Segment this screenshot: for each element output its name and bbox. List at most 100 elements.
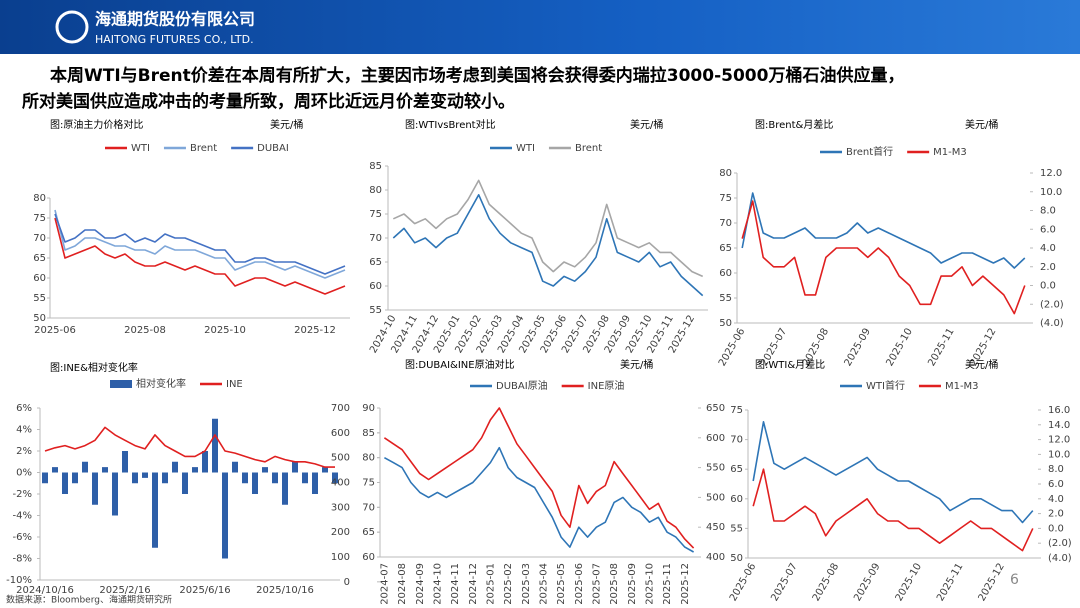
- series-line: [752, 421, 1034, 524]
- chart-title: 图:WTI&月差比: [755, 358, 825, 371]
- bar: [202, 451, 208, 473]
- legend-label: DUBAI原油: [496, 379, 548, 392]
- x-tick-label: 2025-05: [556, 563, 567, 605]
- logo: [55, 10, 89, 44]
- y-tick-label: 80: [719, 168, 732, 179]
- y-tick-label: 65: [362, 527, 375, 538]
- y-tick-label: 70: [719, 218, 732, 229]
- y-tick-label: (2.0): [1048, 538, 1072, 549]
- y-tick-label: 55: [730, 523, 743, 534]
- series-line: [392, 194, 704, 297]
- legend-label: WTI首行: [866, 379, 905, 392]
- y-tick-label: 65: [719, 243, 732, 254]
- x-tick-label: 2024-07: [379, 563, 390, 605]
- y-tick-label: 600: [706, 433, 725, 444]
- bar: [122, 451, 128, 473]
- bar: [162, 472, 168, 484]
- bar: [42, 472, 48, 484]
- bar: [242, 472, 248, 484]
- y-tick-label: 4.0: [1040, 243, 1056, 254]
- y-tick-label: 2.0: [1048, 509, 1064, 520]
- bar: [332, 472, 338, 484]
- bar: [102, 467, 108, 473]
- paragraph-line: 本周WTI与Brent价差在本周有所扩大，主要因市场考虑到美国将会获得委内瑞拉3…: [50, 65, 904, 86]
- y-tick-label: 500: [331, 453, 350, 464]
- bar: [262, 467, 268, 473]
- unit-label: 美元/桶: [620, 358, 653, 371]
- y-tick-label: 2.0: [1040, 262, 1056, 273]
- bar: [72, 472, 78, 484]
- x-tick-label: 2025-08: [609, 563, 620, 605]
- y-tick-label: 60: [719, 268, 732, 279]
- y-tick-label: 85: [369, 161, 382, 172]
- x-tick-label: 2025-10: [884, 327, 914, 369]
- x-tick-label: 2025-02: [503, 563, 514, 605]
- chart-title: 图:原油主力价格对比: [50, 118, 143, 131]
- bar: [312, 472, 318, 494]
- bar: [222, 472, 228, 559]
- y-tick-label: -2%: [13, 489, 32, 500]
- y-tick-label: 65: [33, 253, 46, 264]
- series-line: [44, 426, 335, 468]
- page-number: 6: [1010, 572, 1019, 588]
- series-line: [384, 446, 694, 553]
- y-tick-label: 60: [33, 273, 46, 284]
- legend-label: Brent: [575, 143, 602, 154]
- x-tick-label: 2025/2/16: [99, 585, 150, 596]
- header-band: [0, 0, 1080, 54]
- y-tick-label: 70: [369, 233, 382, 244]
- y-tick-label: 400: [331, 478, 350, 489]
- y-tick-label: 80: [369, 185, 382, 196]
- y-tick-label: 85: [362, 428, 375, 439]
- chart-title: 图:Brent&月差比: [755, 118, 833, 131]
- x-tick-label: 2025/6/16: [179, 585, 230, 596]
- x-tick-label: 2025-06: [574, 563, 585, 605]
- x-tick-label: 2025-12: [294, 325, 336, 336]
- bar: [82, 461, 88, 473]
- y-tick-label: 80: [362, 453, 375, 464]
- series-line: [392, 179, 704, 278]
- y-tick-label: 8.0: [1048, 464, 1064, 475]
- y-tick-label: 75: [33, 213, 46, 224]
- bar: [282, 472, 288, 505]
- x-tick-label: 2024-10: [432, 563, 443, 605]
- y-tick-label: 550: [706, 463, 725, 474]
- y-tick-label: 70: [362, 502, 375, 513]
- bar: [52, 467, 58, 473]
- y-tick-label: 6%: [16, 403, 32, 414]
- y-tick-label: -10%: [6, 575, 32, 586]
- y-tick-label: -4%: [13, 511, 32, 522]
- bar: [142, 472, 148, 478]
- x-tick-label: 2025-06: [717, 327, 747, 369]
- y-tick-label: 55: [33, 293, 46, 304]
- series-line: [383, 407, 695, 549]
- y-tick-label: 75: [362, 478, 375, 489]
- x-tick-label: 2025-06: [728, 562, 758, 604]
- series-line: [54, 209, 346, 279]
- y-tick-label: 6.0: [1040, 224, 1056, 235]
- x-tick-label: 2025-09: [852, 562, 882, 604]
- bar: [322, 467, 328, 473]
- y-tick-label: 10.0: [1048, 449, 1070, 460]
- x-tick-label: 2025-12: [680, 563, 691, 605]
- bar: [62, 472, 68, 494]
- x-tick-label: 2024-08: [397, 563, 408, 605]
- y-tick-label: -6%: [13, 532, 32, 543]
- bar: [272, 472, 278, 484]
- y-tick-label: 60: [369, 281, 382, 292]
- y-tick-label: 4.0: [1048, 494, 1064, 505]
- legend-label: WTI: [131, 143, 150, 154]
- y-tick-label: 50: [33, 313, 46, 324]
- bar: [182, 472, 188, 494]
- y-tick-label: 200: [331, 527, 350, 538]
- x-tick-label: 2024-11: [450, 563, 461, 605]
- series-line: [752, 468, 1034, 552]
- y-tick-label: 12.0: [1048, 435, 1070, 446]
- unit-label: 美元/桶: [630, 118, 663, 131]
- series-line: [741, 192, 1026, 269]
- x-tick-label: 2025-04: [538, 563, 549, 605]
- bar: [92, 472, 98, 505]
- legend-label: Brent: [190, 143, 217, 154]
- company-name: 海通期货股份有限公司: [95, 10, 255, 29]
- bar: [152, 472, 158, 548]
